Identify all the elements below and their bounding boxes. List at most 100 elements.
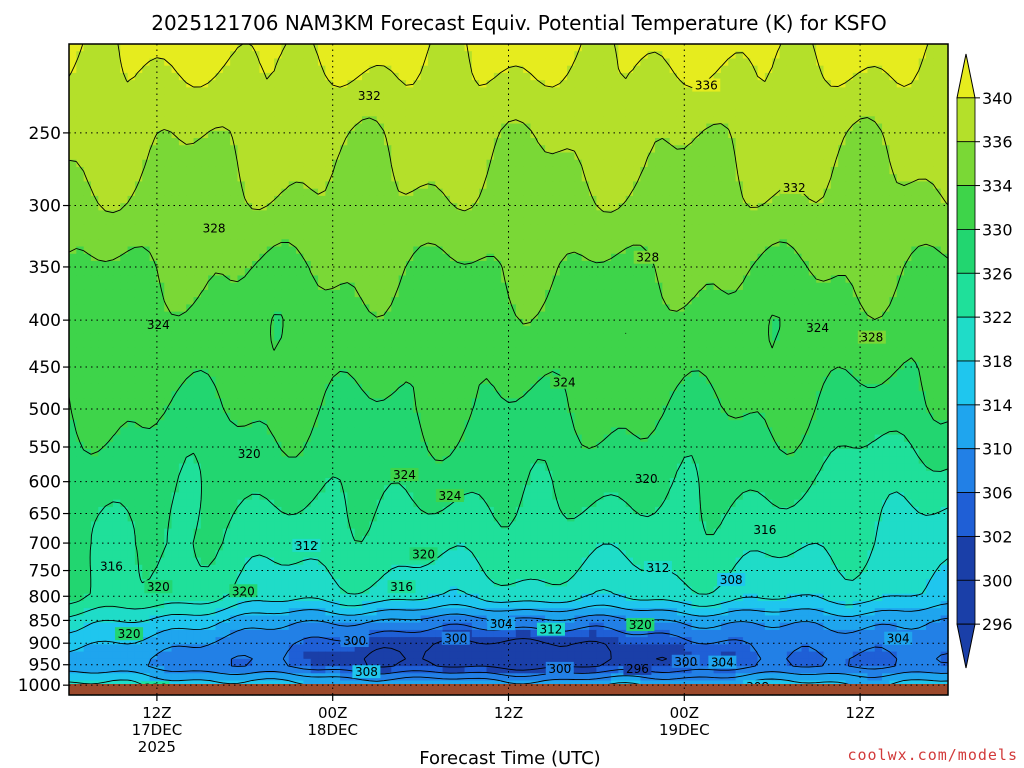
field-cell (537, 123, 546, 132)
field-cell (171, 116, 180, 125)
field-cell (369, 152, 378, 161)
field-cell (112, 333, 121, 342)
field-cell (318, 116, 326, 125)
field-cell (156, 217, 165, 226)
field-cell (281, 239, 290, 248)
field-cell (860, 224, 869, 233)
field-cell (750, 101, 759, 110)
field-cell (852, 261, 861, 269)
field-cell (530, 304, 539, 313)
field-cell (200, 94, 209, 103)
field-cell (545, 109, 554, 117)
field-cell (347, 195, 356, 204)
field-cell (764, 94, 773, 103)
field-cell (676, 203, 685, 211)
field-cell (383, 87, 392, 96)
field-cell (354, 109, 363, 117)
field-cell (164, 145, 173, 154)
field-cell (274, 253, 283, 262)
field-cell (200, 123, 209, 132)
field-cell (134, 253, 143, 262)
field-cell (259, 188, 268, 197)
field-cell (193, 232, 202, 240)
field-cell (860, 232, 869, 240)
field-cell (310, 80, 319, 88)
field-cell (603, 297, 612, 305)
field-cell (222, 51, 231, 60)
field-cell (889, 152, 898, 161)
field-cell (266, 275, 275, 284)
field-cell (303, 44, 312, 52)
field-cell (933, 152, 942, 161)
field-cell (171, 282, 180, 291)
field-cell (420, 340, 429, 349)
field-cell (911, 166, 920, 175)
field-cell (266, 159, 275, 168)
field-cell (926, 65, 934, 74)
field-cell (318, 65, 326, 74)
field-cell (838, 101, 847, 110)
field-cell (662, 138, 671, 146)
field-cell (149, 340, 158, 349)
field-cell (926, 87, 934, 96)
field-cell (618, 87, 627, 96)
field-cell (413, 210, 422, 219)
field-cell (589, 181, 597, 190)
field-cell (127, 65, 136, 74)
field-cell (442, 246, 451, 255)
field-cell (838, 282, 847, 291)
field-cell (134, 311, 143, 320)
field-cell (889, 87, 898, 96)
field-cell (449, 304, 458, 313)
field-cell (786, 253, 795, 262)
field-cell (178, 188, 187, 197)
field-cell (332, 72, 341, 81)
field-cell (449, 138, 458, 146)
field-cell (281, 304, 290, 313)
field-cell (76, 326, 85, 334)
field-cell (523, 311, 532, 320)
field-cell (347, 203, 356, 211)
field-cell (178, 101, 187, 110)
field-cell (244, 174, 253, 183)
field-cell (589, 239, 597, 248)
field-cell (720, 239, 729, 248)
field-cell (318, 239, 326, 248)
field-cell (918, 246, 927, 255)
field-cell (691, 282, 700, 291)
field-cell (684, 58, 693, 67)
field-cell (530, 87, 539, 96)
field-cell (120, 261, 129, 269)
field-cell (252, 65, 261, 74)
field-cell (698, 138, 707, 146)
field-cell (713, 232, 722, 240)
field-cell (860, 188, 869, 197)
field-cell (479, 239, 488, 248)
field-cell (713, 51, 722, 60)
field-cell (574, 181, 583, 190)
field-cell (611, 138, 619, 146)
field-cell (266, 340, 275, 349)
field-cell (552, 130, 561, 139)
field-cell (156, 275, 165, 284)
field-cell (493, 101, 502, 110)
field-cell (764, 44, 773, 52)
field-cell (589, 289, 597, 298)
field-cell (713, 261, 722, 269)
field-cell (325, 224, 334, 233)
field-cell (347, 145, 356, 154)
field-cell (742, 304, 751, 313)
field-cell (794, 152, 803, 161)
field-cell (178, 311, 187, 320)
field-cell (215, 51, 224, 60)
field-cell (823, 174, 832, 183)
field-cell (845, 217, 854, 226)
field-cell (376, 58, 385, 67)
field-cell (603, 116, 612, 125)
field-cell (69, 123, 77, 132)
field-cell (750, 58, 759, 67)
field-cell (471, 210, 480, 219)
field-cell (933, 311, 942, 320)
field-cell (860, 326, 869, 334)
field-cell (259, 138, 268, 146)
